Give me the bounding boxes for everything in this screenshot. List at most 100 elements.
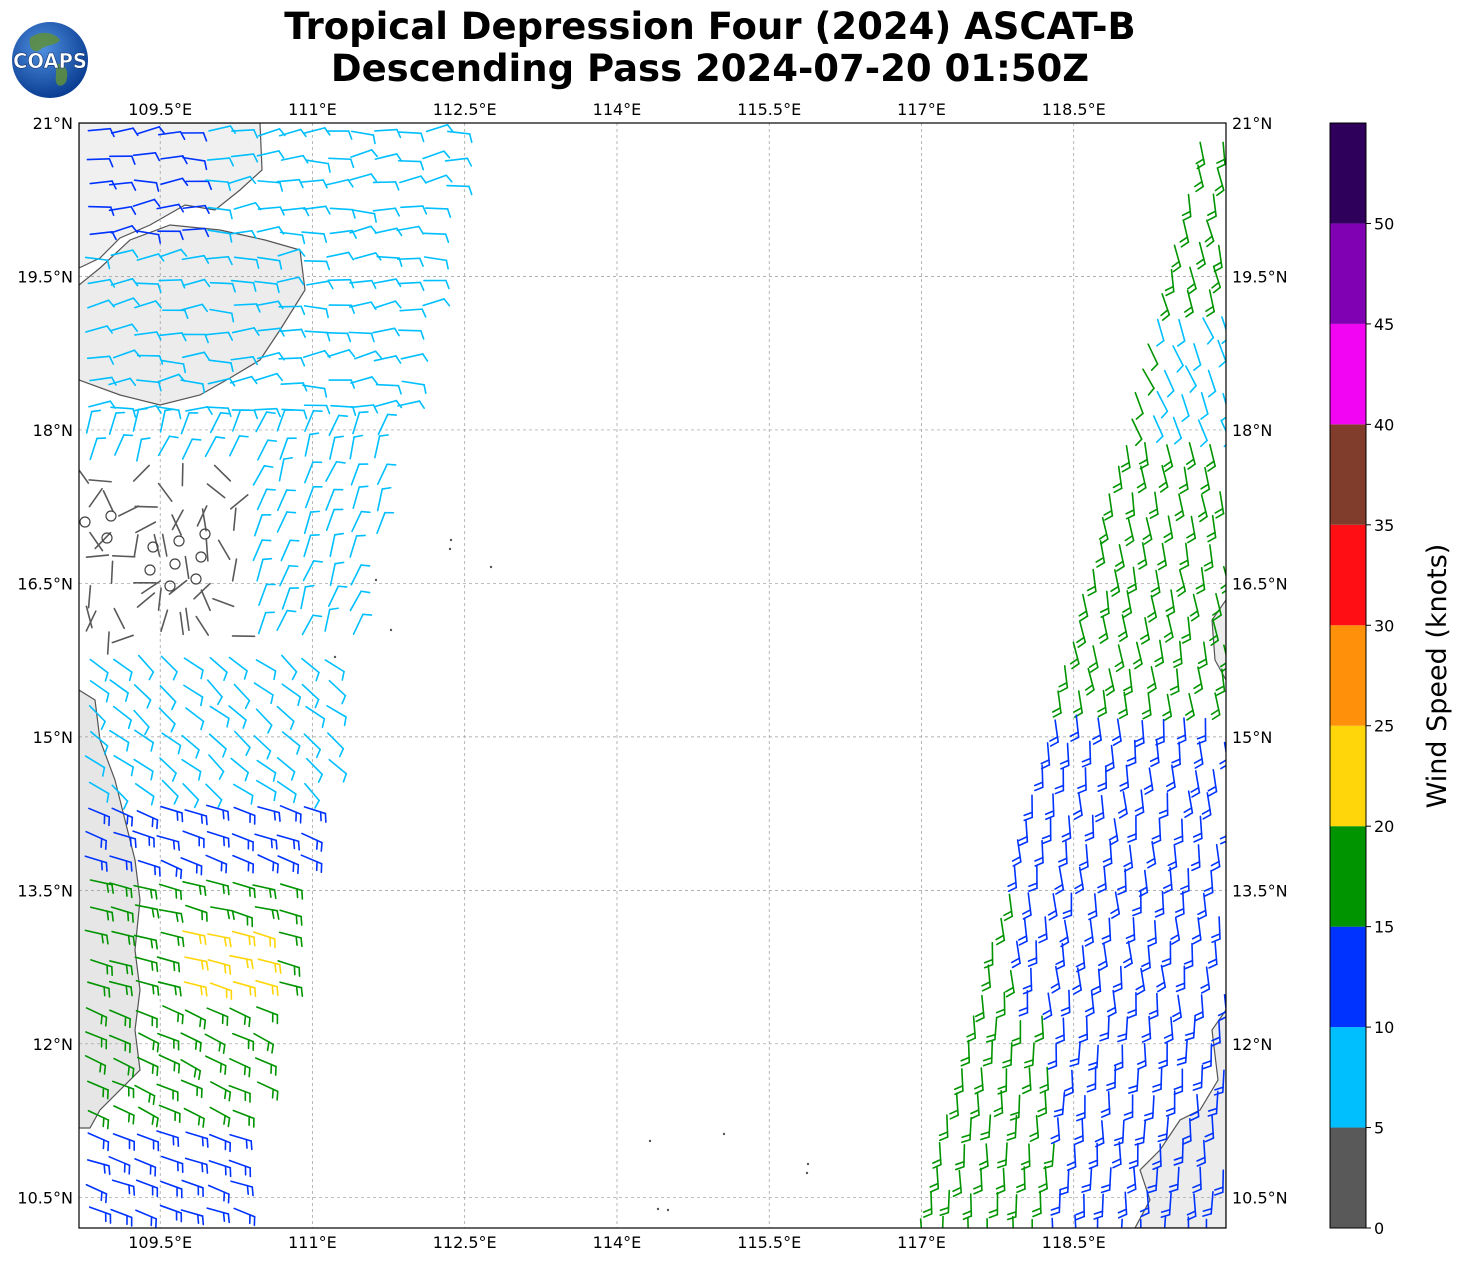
wind-barb — [88, 705, 106, 731]
wind-barb — [110, 277, 139, 287]
wind-barb — [111, 1080, 135, 1099]
wind-barb — [157, 1032, 180, 1051]
wind-barb — [132, 151, 161, 162]
wind-barb — [205, 331, 234, 341]
wind-barb — [84, 256, 111, 270]
wind-barb — [1157, 1116, 1170, 1143]
wind-barb — [157, 981, 182, 997]
wind-barb — [276, 705, 295, 731]
wind-barb — [1076, 620, 1087, 648]
wind-barb — [136, 253, 165, 262]
wind-barb — [86, 355, 115, 365]
wind-barb — [1147, 920, 1157, 948]
wind-barb — [328, 379, 356, 389]
wind-barb — [1011, 940, 1021, 969]
wind-barbs — [79, 123, 1226, 1228]
wind-barb — [209, 411, 230, 434]
wind-barb — [372, 327, 400, 337]
wind-barb — [974, 994, 985, 1023]
wind-barb — [375, 383, 402, 395]
wind-barb — [201, 508, 207, 532]
wind-barb — [257, 611, 276, 635]
wind-barb — [184, 1157, 209, 1174]
wind-barb — [257, 439, 278, 461]
wind-barb — [205, 255, 233, 266]
wind-barb — [1179, 542, 1190, 571]
wind-barb — [281, 683, 302, 707]
colorbar-bin — [1330, 725, 1366, 827]
wind-barb — [233, 256, 260, 269]
wind-barb — [1211, 265, 1222, 294]
lat-tick-label-right: 18°N — [1232, 421, 1272, 440]
wind-barb — [156, 1130, 180, 1147]
wind-barb — [111, 930, 136, 947]
wind-barb — [110, 323, 139, 332]
wind-barb — [1078, 593, 1089, 622]
wind-barb — [1181, 616, 1192, 644]
wind-barb — [1134, 1119, 1147, 1146]
wind-barb — [196, 505, 208, 527]
wind-barb — [352, 411, 369, 435]
wind-barb — [87, 1109, 110, 1130]
wind-barb — [1011, 1020, 1022, 1047]
lat-tick-label-left: 21°N — [33, 114, 73, 133]
wind-barb — [1112, 465, 1123, 494]
wind-barb — [88, 479, 112, 483]
wind-barb — [1197, 494, 1208, 523]
wind-barb — [1018, 819, 1029, 847]
wind-barb — [136, 592, 156, 608]
wind-barb — [184, 956, 209, 971]
wind-barb — [1140, 616, 1150, 645]
wind-barb — [350, 376, 378, 385]
wind-barb — [1016, 1166, 1026, 1194]
wind-barb — [158, 1104, 181, 1123]
wind-barb — [208, 359, 234, 373]
wind-barb — [230, 153, 259, 163]
wind-barb — [1213, 1169, 1225, 1196]
wind-barb — [185, 607, 190, 632]
wind-barb — [111, 1179, 136, 1196]
wind-barb — [233, 1207, 256, 1227]
wind-barb — [1143, 1095, 1155, 1122]
wind-barb — [1092, 717, 1102, 745]
wind-barb — [279, 231, 306, 245]
wind-barb — [136, 379, 162, 392]
wind-barb — [161, 732, 182, 755]
wind-barb — [1183, 289, 1194, 318]
wind-barb — [207, 206, 233, 220]
wind-barb — [1002, 1042, 1013, 1069]
wind-barb — [256, 779, 277, 802]
wind-barb — [182, 351, 210, 361]
wind-barb — [276, 834, 301, 851]
wind-barb — [1021, 1067, 1032, 1095]
wind-barb — [330, 404, 357, 417]
wind-barb — [88, 781, 110, 803]
wind-barb — [109, 729, 130, 752]
wind-barb — [156, 956, 181, 973]
wind-barb — [1149, 739, 1160, 768]
wind-barb — [349, 434, 364, 460]
colorbar-label: 0 — [1374, 1219, 1384, 1238]
wind-barb — [982, 1040, 994, 1067]
wind-barb — [160, 931, 185, 948]
wind-barb — [1110, 569, 1121, 597]
calm-wind-marker — [79, 516, 91, 528]
wind-barb — [1119, 764, 1130, 792]
wind-barb — [1163, 1016, 1174, 1044]
wind-barb — [1053, 1091, 1066, 1118]
wind-barb — [1191, 917, 1202, 945]
wind-barb — [324, 331, 352, 343]
wind-barb — [113, 1105, 135, 1125]
wind-barb — [1156, 390, 1169, 419]
wind-barb — [89, 658, 109, 682]
wind-barb — [134, 904, 160, 919]
wind-barb — [158, 908, 184, 923]
wind-barb — [1049, 719, 1059, 747]
wind-barb — [329, 532, 345, 558]
wind-barb — [423, 279, 450, 290]
wind-barb — [205, 854, 228, 874]
wind-barb — [301, 657, 320, 682]
wind-barb — [1141, 944, 1151, 973]
small-islands — [333, 538, 810, 1212]
wind-barb — [1126, 739, 1137, 767]
